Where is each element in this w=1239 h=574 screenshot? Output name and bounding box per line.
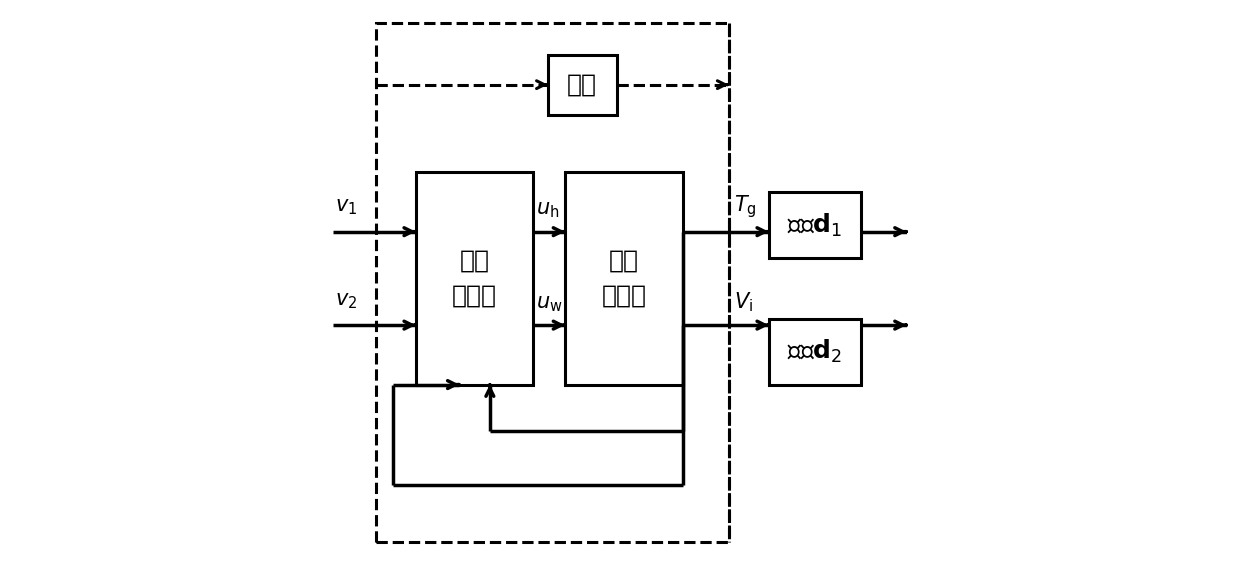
Text: $u_{\mathrm{h}}$: $u_{\mathrm{h}}$ [536,200,560,220]
Text: $v_2$: $v_2$ [336,291,358,311]
Text: 精确
线性化: 精确 线性化 [452,249,497,308]
Bar [565,172,683,385]
Bar [548,55,617,115]
Bar [416,172,534,385]
Bar [768,319,861,385]
Text: 延时d$_2$: 延时d$_2$ [787,338,843,365]
Text: $T_{\mathrm{g}}$: $T_{\mathrm{g}}$ [735,193,757,220]
Text: 积分: 积分 [567,73,597,96]
Text: 温室
温湿度: 温室 温湿度 [601,249,647,308]
Text: $u_{\mathrm{w}}$: $u_{\mathrm{w}}$ [536,294,563,313]
Text: $V_{\mathrm{i}}$: $V_{\mathrm{i}}$ [735,290,753,313]
Bar [768,192,861,258]
Text: 延时d$_1$: 延时d$_1$ [787,212,843,239]
Text: $v_1$: $v_1$ [336,197,358,218]
Bar [375,23,729,542]
